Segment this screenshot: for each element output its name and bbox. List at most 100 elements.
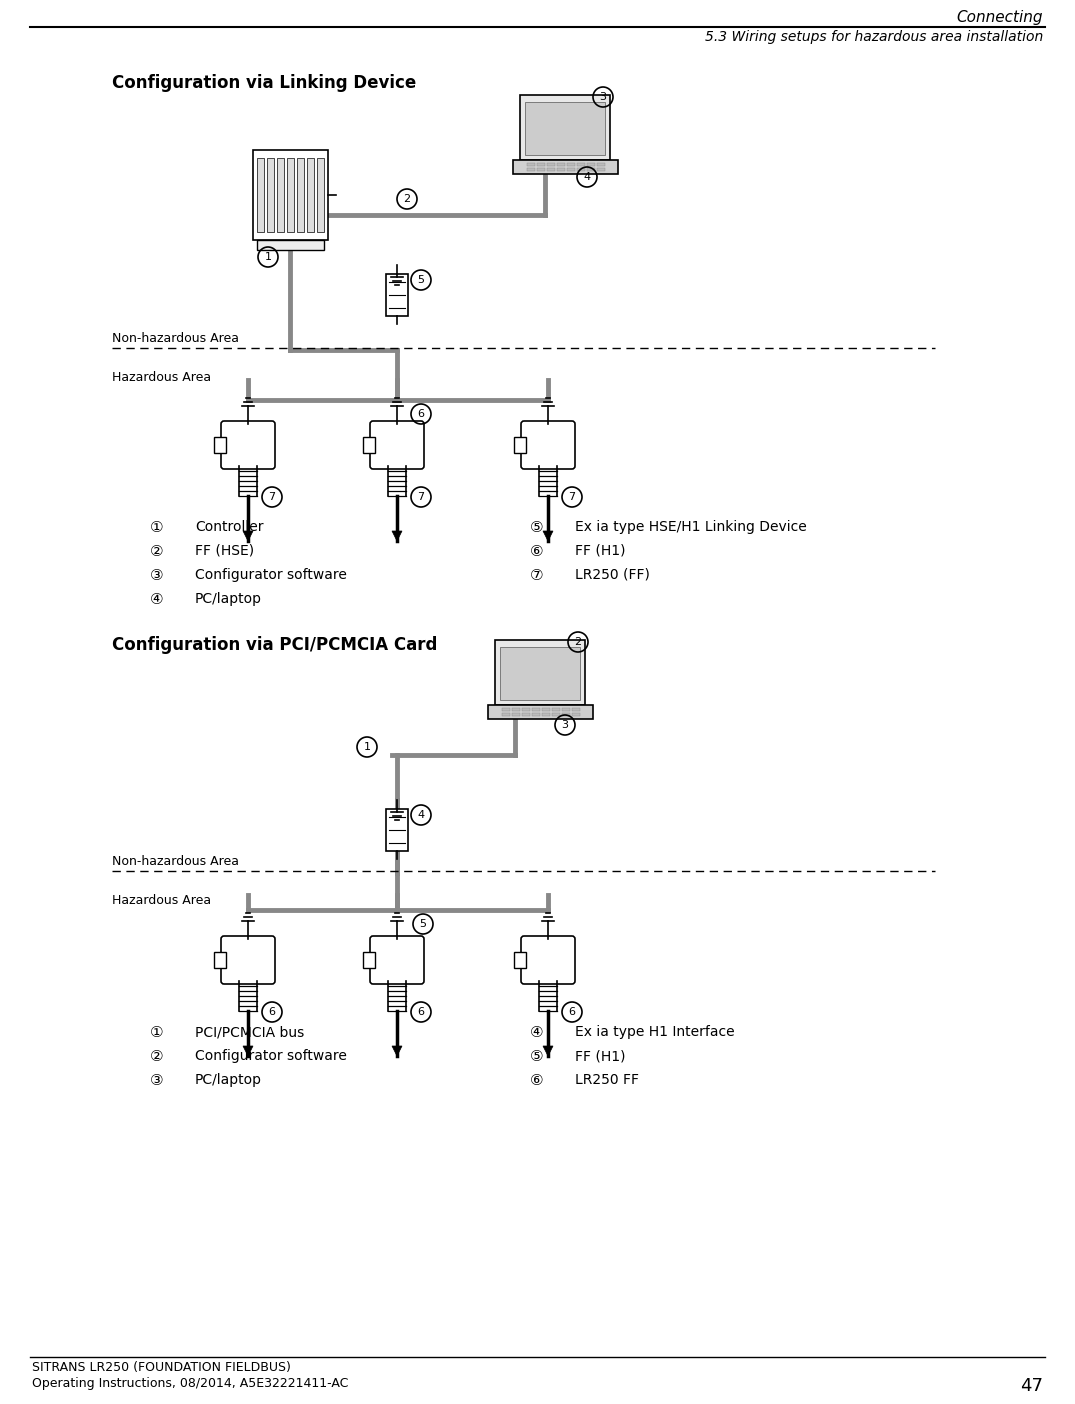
Text: 6: 6 xyxy=(269,1007,275,1016)
FancyBboxPatch shape xyxy=(522,712,530,716)
FancyBboxPatch shape xyxy=(221,421,275,469)
FancyBboxPatch shape xyxy=(597,167,605,171)
Text: Hazardous Area: Hazardous Area xyxy=(112,371,211,385)
FancyBboxPatch shape xyxy=(562,712,570,716)
Text: FF (HSE): FF (HSE) xyxy=(195,543,254,557)
FancyBboxPatch shape xyxy=(520,95,610,160)
Text: FF (H1): FF (H1) xyxy=(575,543,626,557)
Text: Non-hazardous Area: Non-hazardous Area xyxy=(112,331,239,345)
FancyBboxPatch shape xyxy=(514,952,526,967)
Text: PC/laptop: PC/laptop xyxy=(195,592,262,607)
Text: 3: 3 xyxy=(561,720,569,730)
FancyBboxPatch shape xyxy=(257,240,324,250)
Text: 7: 7 xyxy=(569,491,575,503)
FancyBboxPatch shape xyxy=(525,102,605,154)
FancyBboxPatch shape xyxy=(551,708,560,710)
Text: 47: 47 xyxy=(1020,1377,1043,1396)
FancyBboxPatch shape xyxy=(253,150,328,240)
FancyBboxPatch shape xyxy=(512,708,520,710)
Text: 5: 5 xyxy=(417,275,425,285)
Polygon shape xyxy=(243,1046,253,1056)
Text: SITRANS LR250 (FOUNDATION FIELDBUS): SITRANS LR250 (FOUNDATION FIELDBUS) xyxy=(32,1360,291,1375)
Text: LR250 (FF): LR250 (FF) xyxy=(575,569,650,583)
Text: ⑦: ⑦ xyxy=(530,569,544,583)
FancyBboxPatch shape xyxy=(521,421,575,469)
Polygon shape xyxy=(392,531,402,541)
Text: ③: ③ xyxy=(151,569,163,583)
Text: 6: 6 xyxy=(569,1007,575,1016)
Text: Controller: Controller xyxy=(195,519,263,534)
FancyBboxPatch shape xyxy=(542,712,550,716)
Text: 5: 5 xyxy=(419,920,427,929)
FancyBboxPatch shape xyxy=(257,159,263,232)
FancyBboxPatch shape xyxy=(370,421,424,469)
FancyBboxPatch shape xyxy=(557,167,565,171)
FancyBboxPatch shape xyxy=(577,167,585,171)
FancyBboxPatch shape xyxy=(221,936,275,984)
FancyBboxPatch shape xyxy=(572,712,580,716)
FancyBboxPatch shape xyxy=(513,160,617,174)
FancyBboxPatch shape xyxy=(370,936,424,984)
Text: 2: 2 xyxy=(403,194,411,204)
Text: ②: ② xyxy=(151,1049,163,1064)
FancyBboxPatch shape xyxy=(547,163,555,166)
FancyBboxPatch shape xyxy=(306,159,314,232)
Text: Operating Instructions, 08/2014, A5E32221411-AC: Operating Instructions, 08/2014, A5E3222… xyxy=(32,1377,348,1390)
FancyBboxPatch shape xyxy=(567,167,575,171)
FancyBboxPatch shape xyxy=(532,712,540,716)
FancyBboxPatch shape xyxy=(514,437,526,453)
Text: Configuration via PCI/PCMCIA Card: Configuration via PCI/PCMCIA Card xyxy=(112,636,438,654)
FancyBboxPatch shape xyxy=(542,708,550,710)
Text: Connecting: Connecting xyxy=(957,10,1043,25)
Text: Configuration via Linking Device: Configuration via Linking Device xyxy=(112,74,416,93)
FancyBboxPatch shape xyxy=(551,712,560,716)
FancyBboxPatch shape xyxy=(316,159,324,232)
FancyBboxPatch shape xyxy=(500,647,580,701)
FancyBboxPatch shape xyxy=(363,437,375,453)
Text: 6: 6 xyxy=(417,1007,425,1016)
FancyBboxPatch shape xyxy=(538,163,545,166)
Text: Configurator software: Configurator software xyxy=(195,569,347,583)
FancyBboxPatch shape xyxy=(512,712,520,716)
FancyBboxPatch shape xyxy=(527,167,535,171)
FancyBboxPatch shape xyxy=(502,708,510,710)
FancyBboxPatch shape xyxy=(502,712,510,716)
FancyBboxPatch shape xyxy=(267,159,273,232)
FancyBboxPatch shape xyxy=(527,163,535,166)
FancyBboxPatch shape xyxy=(522,708,530,710)
FancyBboxPatch shape xyxy=(487,705,592,719)
FancyBboxPatch shape xyxy=(214,952,226,967)
Text: ④: ④ xyxy=(530,1025,544,1040)
Text: ①: ① xyxy=(151,519,163,535)
Text: ⑤: ⑤ xyxy=(530,1049,544,1064)
FancyBboxPatch shape xyxy=(587,167,594,171)
FancyBboxPatch shape xyxy=(577,163,585,166)
Text: Hazardous Area: Hazardous Area xyxy=(112,894,211,907)
Text: FF (H1): FF (H1) xyxy=(575,1049,626,1063)
Text: Non-hazardous Area: Non-hazardous Area xyxy=(112,855,239,868)
Text: Ex ia type H1 Interface: Ex ia type H1 Interface xyxy=(575,1025,734,1039)
FancyBboxPatch shape xyxy=(276,159,284,232)
FancyBboxPatch shape xyxy=(538,167,545,171)
Text: ⑤: ⑤ xyxy=(530,519,544,535)
Polygon shape xyxy=(243,531,253,541)
FancyBboxPatch shape xyxy=(521,936,575,984)
Polygon shape xyxy=(543,531,553,541)
FancyBboxPatch shape xyxy=(363,952,375,967)
Text: 1: 1 xyxy=(363,741,371,753)
FancyBboxPatch shape xyxy=(567,163,575,166)
FancyBboxPatch shape xyxy=(214,437,226,453)
FancyBboxPatch shape xyxy=(386,274,409,316)
Polygon shape xyxy=(392,1046,402,1056)
Text: 4: 4 xyxy=(417,810,425,820)
Text: ③: ③ xyxy=(151,1073,163,1088)
Text: PC/laptop: PC/laptop xyxy=(195,1073,262,1087)
Text: 4: 4 xyxy=(584,173,590,183)
Text: 7: 7 xyxy=(269,491,275,503)
FancyBboxPatch shape xyxy=(597,163,605,166)
Text: ④: ④ xyxy=(151,592,163,607)
FancyBboxPatch shape xyxy=(532,708,540,710)
Text: Configurator software: Configurator software xyxy=(195,1049,347,1063)
Text: 5.3 Wiring setups for hazardous area installation: 5.3 Wiring setups for hazardous area ins… xyxy=(705,29,1043,44)
Text: 6: 6 xyxy=(417,409,425,418)
